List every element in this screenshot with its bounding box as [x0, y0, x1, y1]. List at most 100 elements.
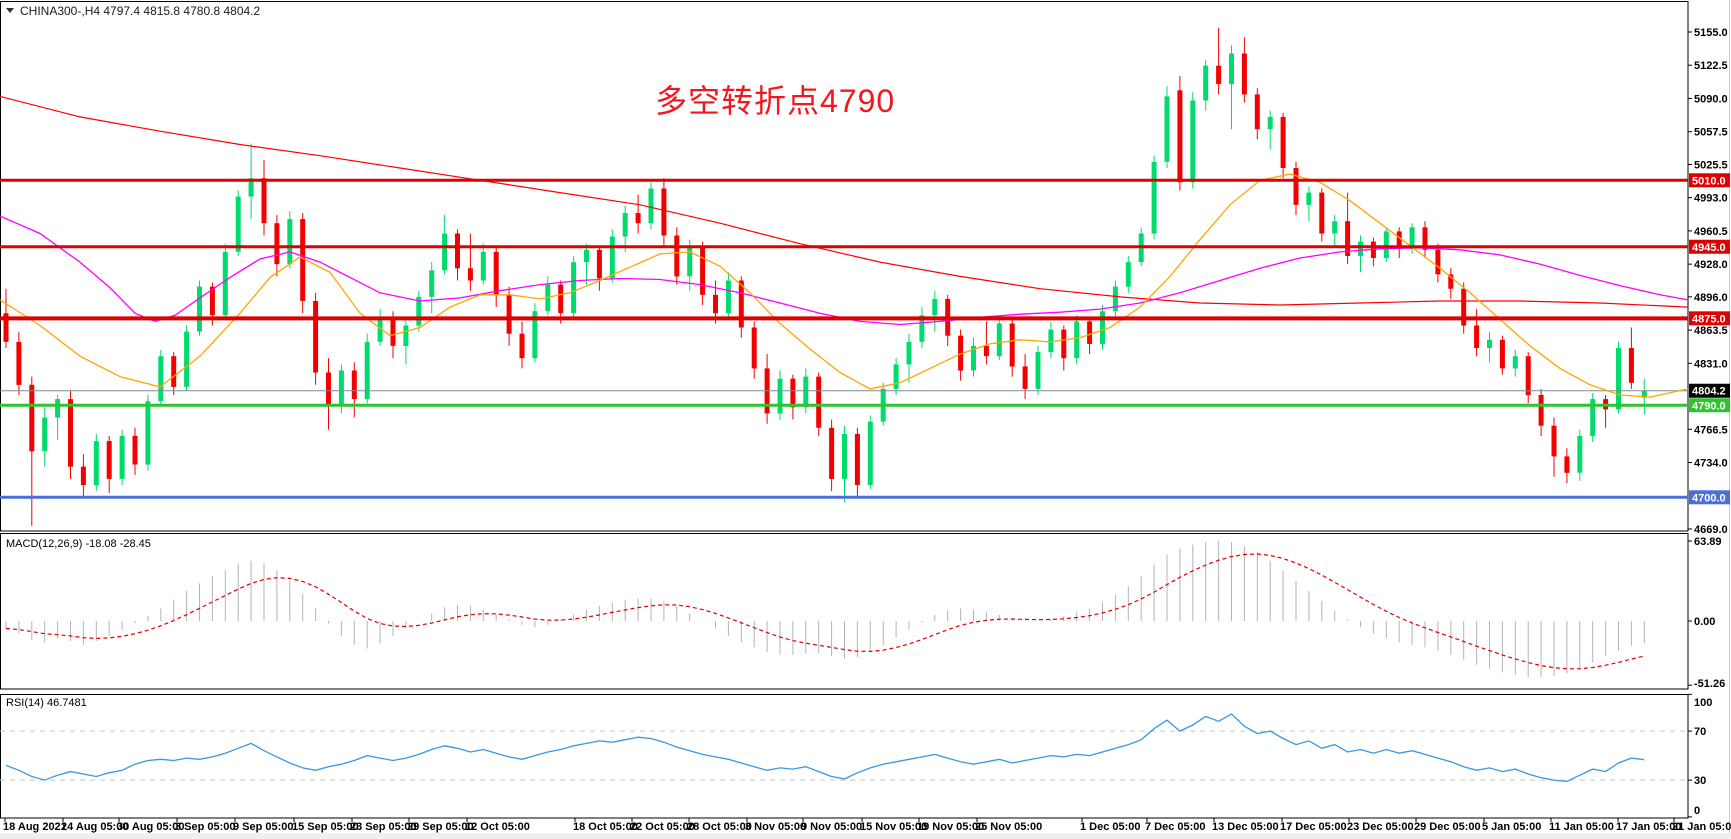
hline-price-label: 5010.0 [1692, 175, 1726, 187]
hline-price-box [1689, 239, 1730, 254]
candle-body-down [983, 345, 989, 357]
candle-body-up [1074, 321, 1080, 359]
candle-body-down [1474, 325, 1480, 348]
time-label: 24 Aug 05:00 [61, 821, 128, 833]
candle-body-up [609, 236, 615, 279]
candle-body-up [442, 233, 448, 271]
candle-body-down [674, 235, 680, 277]
candle-body-down [351, 370, 357, 400]
candle-body-down [1254, 94, 1260, 130]
time-axis[interactable] [0, 819, 1731, 833]
candle-body-down [700, 245, 706, 295]
candle-body-up [235, 196, 241, 252]
candle-body-down [519, 333, 525, 359]
time-label: 29 Dec 05:00 [1414, 821, 1481, 833]
price-tick-label: 4766.5 [1694, 424, 1728, 436]
candle-body-down [300, 219, 306, 301]
candle-body-up [1151, 161, 1157, 234]
candle-body-up [906, 341, 912, 365]
price-tick-label: 4669.0 [1694, 524, 1728, 536]
hline-price-label: 4700.0 [1692, 492, 1726, 504]
candle-body-up [158, 356, 164, 402]
candle-body-down [209, 286, 215, 316]
candle-body-down [1551, 425, 1557, 457]
time-label: 12 Oct 05:00 [465, 821, 530, 833]
rsi-axis-label: 0 [1694, 805, 1700, 817]
annotation-text[interactable]: 多空转折点4790 [655, 83, 895, 119]
time-label: 18 Aug 2021 [3, 821, 67, 833]
candle-body-up [1590, 399, 1596, 436]
candle-body-up [1409, 227, 1415, 248]
candle-body-down [1538, 395, 1544, 426]
price-tick-label: 5155.0 [1694, 27, 1728, 39]
time-label: 9 Sep 05:00 [233, 821, 294, 833]
symbol-dropdown-icon[interactable] [6, 8, 14, 13]
time-label: 30 Aug 05:00 [117, 821, 184, 833]
series-layer: 5010.0 4945.0 4875.0 4790.0 4700.0 5155.0 5122… [0, 27, 1731, 833]
candle-body-up [222, 251, 228, 316]
rsi-label: RSI(14) 46.7481 [6, 697, 87, 709]
time-label: 11 Jan 05:00 [1549, 821, 1614, 833]
candle-body-up [119, 435, 125, 479]
candle-body-down [790, 378, 796, 408]
candle-body-up [1035, 352, 1041, 389]
candle-body-down [1022, 366, 1028, 389]
rsi-line [5, 713, 1645, 783]
candle-body-up [197, 286, 202, 332]
candle-body-down [1461, 288, 1467, 326]
candle-body-down [132, 435, 138, 465]
time-label: 15 Nov 05:00 [860, 821, 927, 833]
time-label: 25 Nov 05:00 [975, 821, 1042, 833]
candle-body-up [893, 364, 899, 389]
candle-body-up [1164, 96, 1170, 162]
ma-mid-magenta [0, 215, 1689, 326]
rsi-axis-label: 100 [1694, 697, 1712, 709]
candle-body-up [1203, 65, 1209, 101]
macd-panel-surface[interactable] [0, 533, 1689, 690]
macd-axis-label: -51.26 [1694, 678, 1725, 690]
candle-body-up [919, 315, 925, 342]
candle-body-down [3, 313, 9, 342]
candle-body-down [455, 233, 460, 269]
hline-price-label: 4945.0 [1692, 242, 1726, 254]
candle-body-up [1641, 390, 1647, 398]
candle-body-down [1564, 456, 1570, 473]
time-label: 21 Jan 05:00 [1672, 821, 1731, 833]
current-price-label: 4804.2 [1692, 386, 1726, 398]
time-label: 29 Sep 05:00 [407, 821, 474, 833]
price-tick-label: 5122.5 [1694, 60, 1728, 72]
price-tick-label: 5025.5 [1694, 159, 1728, 171]
chart-title: CHINA300-,H4 4797.4 4815.8 4780.8 4804.2 [20, 4, 261, 18]
candle-body-up [403, 325, 409, 346]
candle-body-up [842, 433, 847, 479]
hline-price-box [1689, 173, 1730, 188]
candle-body-down [1241, 53, 1247, 95]
time-label: 7 Dec 05:00 [1145, 821, 1206, 833]
candle-body-up [622, 213, 628, 237]
time-label: 3 Nov 05:00 [745, 821, 806, 833]
candle-body-down [1061, 329, 1067, 359]
candle-body-up [55, 399, 61, 418]
candle-body-down [493, 251, 499, 295]
candle-body-up [429, 270, 435, 297]
candle-body-up [1577, 435, 1583, 473]
candle-body-up [287, 219, 293, 265]
price-tick-label: 4863.5 [1694, 325, 1728, 337]
candle-body-up [416, 296, 422, 326]
time-label: 19 Nov 05:00 [917, 821, 984, 833]
candle-body-up [971, 345, 976, 371]
rsi-panel-surface[interactable] [0, 694, 1689, 819]
price-tick-label: 4993.0 [1694, 193, 1728, 205]
candle-body-down [816, 376, 822, 428]
time-label: 18 Oct 05:00 [573, 821, 638, 833]
candle-body-down [29, 384, 35, 452]
candle-body-down [1216, 65, 1222, 85]
candle-body-up [480, 251, 486, 281]
candle-body-down [558, 284, 564, 314]
hline-price-box [1689, 398, 1730, 413]
hline-price-label: 4790.0 [1692, 400, 1726, 412]
macd-label: MACD(12,26,9) -18.08 -28.45 [6, 538, 151, 550]
candle-body-up [1512, 356, 1518, 369]
candle-body-down [68, 399, 73, 467]
candle-body-down [1628, 348, 1634, 383]
